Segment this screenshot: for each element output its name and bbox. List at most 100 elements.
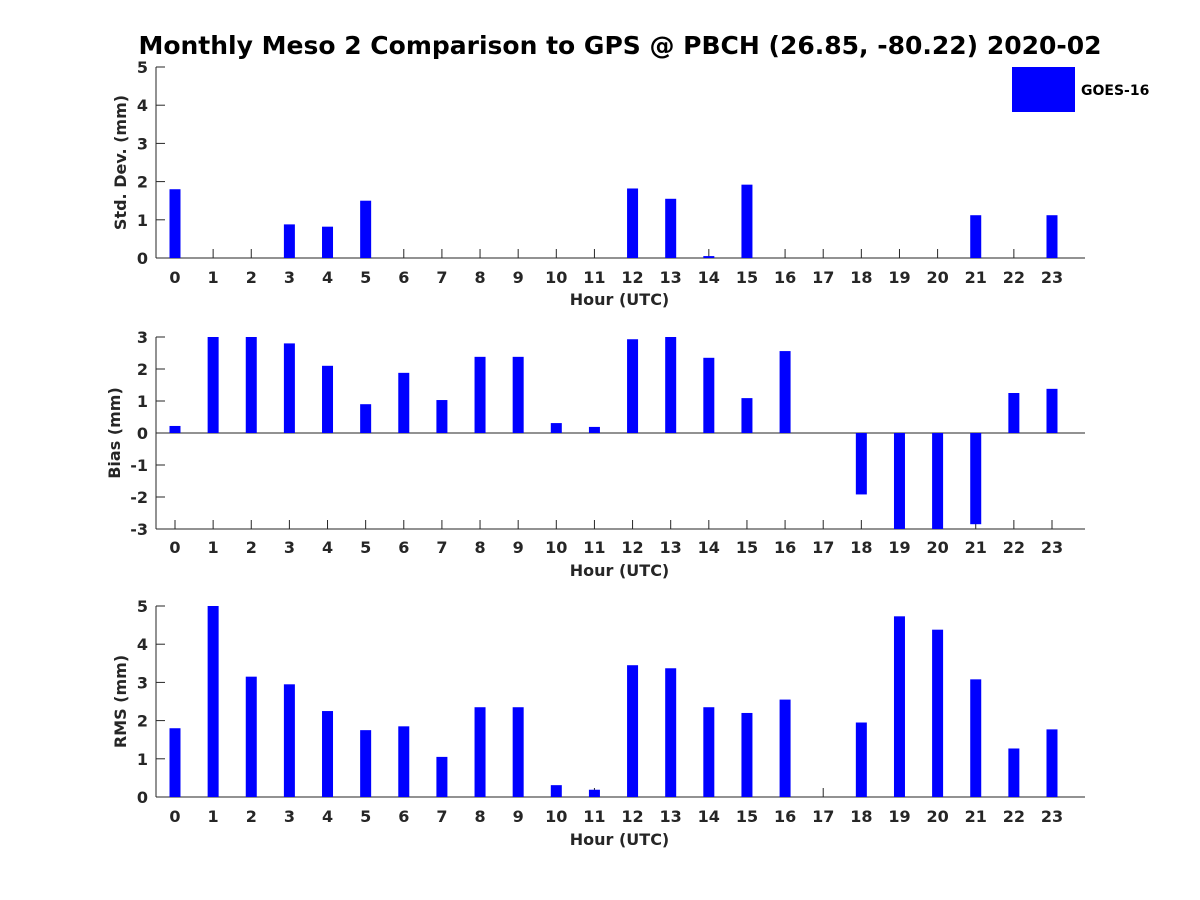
x-tick-label: 9 (513, 268, 524, 287)
x-tick-label: 1 (208, 538, 219, 557)
y-tick-label: 0 (137, 788, 148, 807)
x-tick-label: 21 (965, 807, 987, 826)
x-tick-label: 15 (736, 268, 758, 287)
bar-hour-23 (1046, 215, 1058, 258)
bar-hour-19 (893, 433, 905, 529)
bar-hour-6 (398, 726, 410, 797)
legend-swatch-goes-16 (1012, 67, 1075, 112)
y-tick-label: 3 (137, 134, 148, 153)
x-tick-label: 19 (888, 268, 910, 287)
y-axis-label: RMS (mm) (111, 655, 130, 748)
x-tick-label: 8 (474, 538, 485, 557)
bar-hour-4 (322, 711, 334, 797)
bar-hour-5 (360, 730, 372, 797)
x-tick-label: 10 (545, 538, 567, 557)
x-tick-label: 6 (398, 268, 409, 287)
x-tick-label: 6 (398, 538, 409, 557)
bar-hour-10 (550, 423, 562, 433)
y-tick-label: 1 (137, 392, 148, 411)
x-tick-label: 14 (698, 268, 720, 287)
bar-hour-22 (1008, 393, 1020, 433)
bar-hour-2 (245, 337, 257, 433)
bar-hour-8 (474, 356, 486, 433)
bar-hour-11 (588, 789, 600, 797)
y-tick-label: -2 (130, 488, 148, 507)
x-tick-label: 14 (698, 807, 720, 826)
x-tick-label: 11 (583, 538, 605, 557)
x-tick-label: 2 (246, 268, 257, 287)
y-tick-label: 0 (137, 249, 148, 268)
bar-hour-13 (665, 198, 677, 258)
x-tick-label: 3 (284, 807, 295, 826)
bar-hour-13 (665, 668, 677, 797)
x-tick-label: 23 (1041, 268, 1063, 287)
y-axis-label: Std. Dev. (mm) (111, 95, 130, 230)
x-tick-label: 13 (660, 268, 682, 287)
x-tick-label: 23 (1041, 538, 1063, 557)
x-tick-label: 18 (850, 538, 872, 557)
y-tick-label: 3 (137, 328, 148, 347)
x-tick-label: 20 (926, 807, 948, 826)
x-tick-label: 4 (322, 807, 333, 826)
legend: GOES-16 (1012, 67, 1149, 112)
x-tick-label: 1 (208, 807, 219, 826)
x-tick-label: 22 (1003, 538, 1025, 557)
bar-hour-6 (398, 372, 410, 433)
x-tick-label: 0 (169, 807, 180, 826)
x-tick-label: 18 (850, 268, 872, 287)
bar-hour-12 (627, 188, 639, 258)
bar-hour-3 (283, 224, 295, 258)
x-tick-label: 7 (436, 538, 447, 557)
bar-hour-16 (779, 699, 791, 797)
x-tick-label: 22 (1003, 807, 1025, 826)
x-tick-label: 12 (621, 268, 643, 287)
y-tick-label: 2 (137, 360, 148, 379)
bar-hour-20 (932, 433, 944, 529)
bar-hour-10 (550, 785, 562, 797)
bar-hour-20 (932, 629, 944, 797)
bar-hour-18 (855, 433, 867, 495)
bar-hour-7 (436, 756, 448, 797)
bar-hour-14 (703, 707, 715, 797)
x-axis-label: Hour (UTC) (570, 561, 670, 580)
x-tick-label: 8 (474, 807, 485, 826)
x-tick-label: 10 (545, 268, 567, 287)
bar-hour-0 (169, 728, 181, 797)
bar-hour-11 (588, 426, 600, 433)
y-axis-label: Bias (mm) (105, 387, 124, 479)
bar-hour-4 (322, 365, 334, 433)
x-tick-label: 22 (1003, 268, 1025, 287)
y-tick-label: 0 (137, 424, 148, 443)
bar-hour-13 (665, 337, 677, 433)
x-tick-label: 3 (284, 538, 295, 557)
bar-hour-5 (360, 404, 372, 433)
x-tick-label: 20 (926, 538, 948, 557)
x-tick-label: 4 (322, 268, 333, 287)
x-tick-label: 16 (774, 538, 796, 557)
bar-hour-23 (1046, 729, 1058, 797)
x-tick-label: 4 (322, 538, 333, 557)
y-tick-label: -1 (130, 456, 148, 475)
x-tick-label: 7 (436, 268, 447, 287)
x-tick-label: 23 (1041, 807, 1063, 826)
x-tick-label: 18 (850, 807, 872, 826)
bar-hour-3 (283, 684, 295, 797)
x-tick-label: 6 (398, 807, 409, 826)
x-tick-label: 12 (621, 807, 643, 826)
x-tick-label: 21 (965, 268, 987, 287)
x-tick-label: 19 (888, 807, 910, 826)
bar-hour-1 (207, 337, 219, 433)
bar-hour-15 (741, 712, 753, 797)
bar-hour-14 (703, 256, 715, 258)
x-tick-label: 15 (736, 807, 758, 826)
bar-hour-0 (169, 189, 181, 258)
figure-title: Monthly Meso 2 Comparison to GPS @ PBCH … (138, 31, 1101, 60)
x-tick-label: 13 (660, 538, 682, 557)
y-tick-label: 4 (137, 96, 148, 115)
x-tick-label: 17 (812, 807, 834, 826)
legend-label-goes-16: GOES-16 (1081, 83, 1149, 99)
x-tick-label: 10 (545, 807, 567, 826)
